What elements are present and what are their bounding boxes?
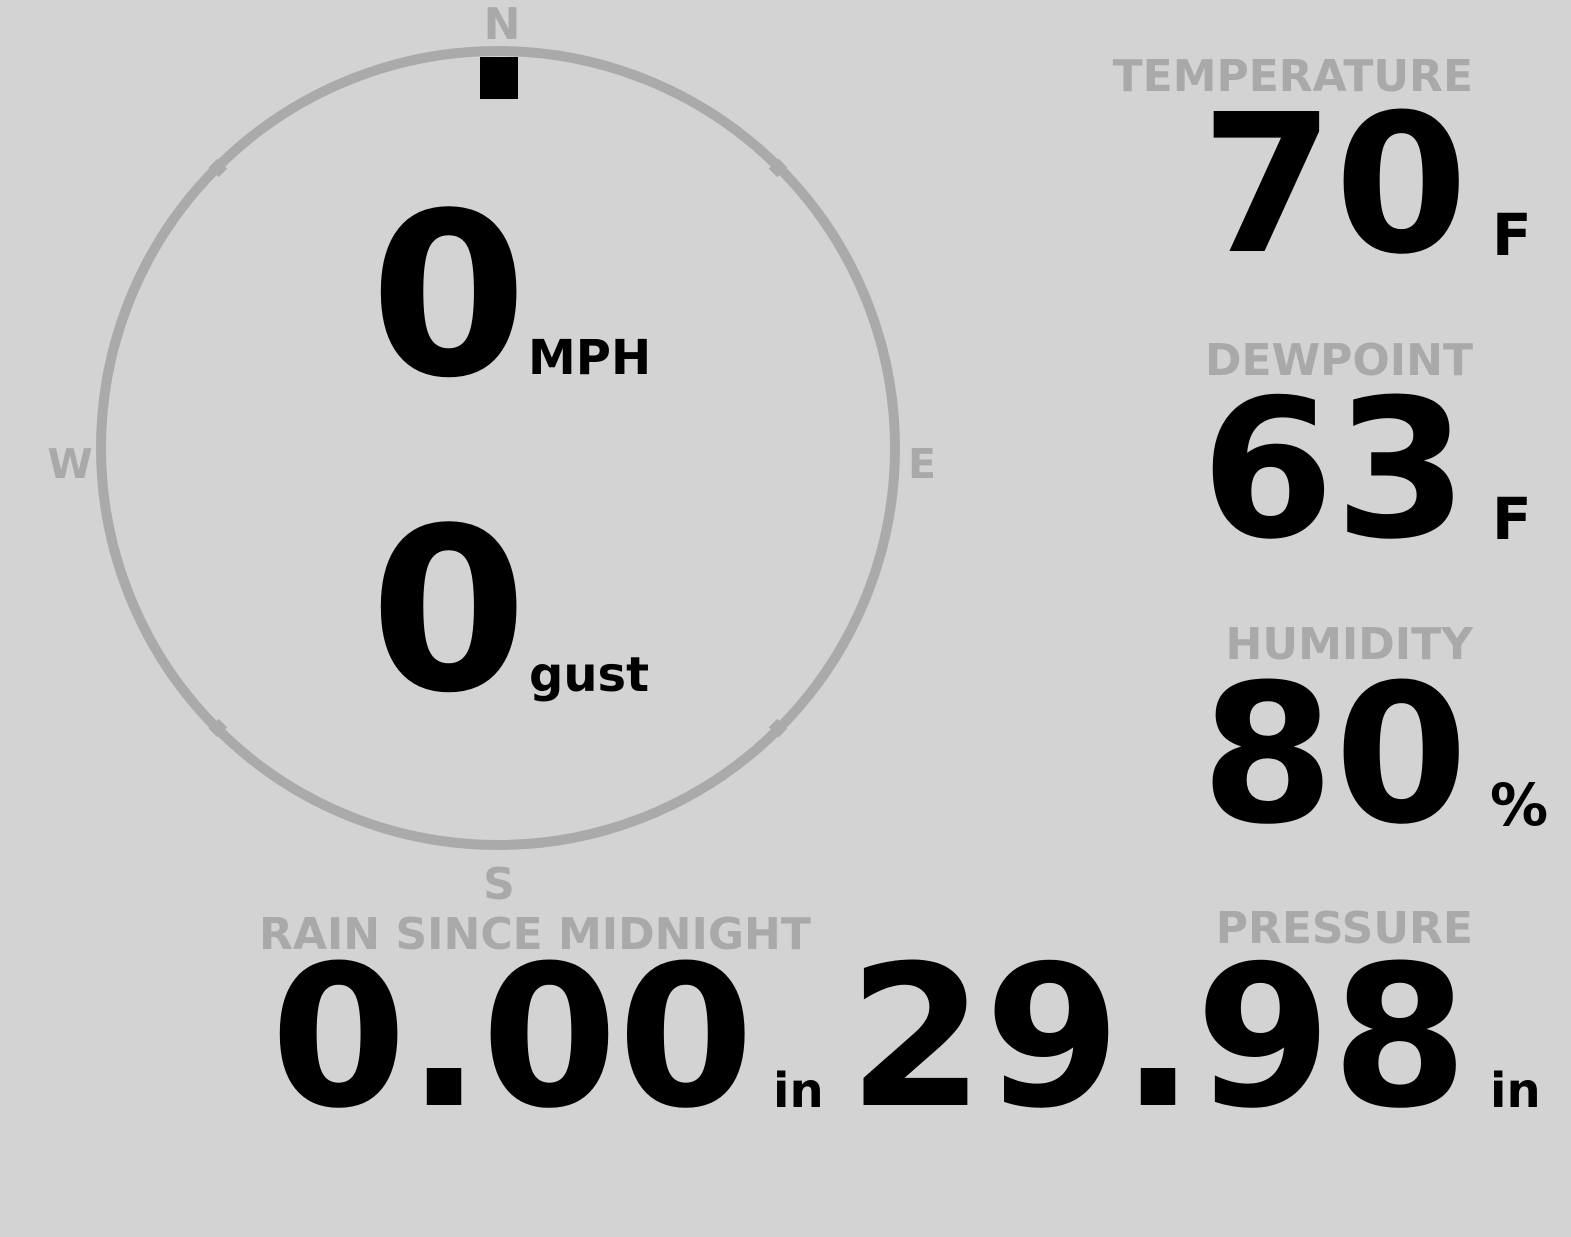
humidity-label: HUMIDITY — [1225, 619, 1473, 670]
pressure-label: PRESSURE — [1215, 903, 1473, 954]
wind-speed-value: 0 — [370, 165, 528, 428]
dewpoint-value: 63 — [1200, 359, 1468, 582]
pressure-value: 29.98 — [848, 924, 1468, 1152]
pressure-unit: in — [1490, 1063, 1541, 1119]
humidity-unit: % — [1490, 771, 1549, 839]
compass-tick — [768, 158, 788, 178]
humidity-value: 80 — [1200, 644, 1468, 867]
dewpoint-label: DEWPOINT — [1205, 335, 1473, 386]
wind-gust-unit: gust — [529, 647, 650, 703]
wind-direction-marker — [480, 57, 518, 99]
rain-value: 0.00 — [270, 924, 754, 1152]
wind-gust-value: 0 — [370, 480, 528, 743]
compass-south: S — [483, 859, 515, 910]
compass-tick — [208, 718, 228, 738]
temperature-value: 70 — [1200, 74, 1468, 297]
temperature-label: TEMPERATURE — [1112, 51, 1473, 102]
compass-east: E — [907, 440, 936, 488]
compass-tick — [768, 718, 788, 738]
wind-speed-unit: MPH — [528, 330, 652, 386]
temperature-unit: F — [1492, 201, 1532, 269]
compass-west: W — [47, 440, 93, 488]
rain-unit: in — [773, 1063, 824, 1119]
compass-ring — [96, 46, 900, 850]
compass-tick — [208, 158, 228, 178]
rain-label: RAIN SINCE MIDNIGHT — [259, 909, 811, 960]
dewpoint-unit: F — [1492, 485, 1532, 553]
compass-north: N — [483, 0, 521, 50]
